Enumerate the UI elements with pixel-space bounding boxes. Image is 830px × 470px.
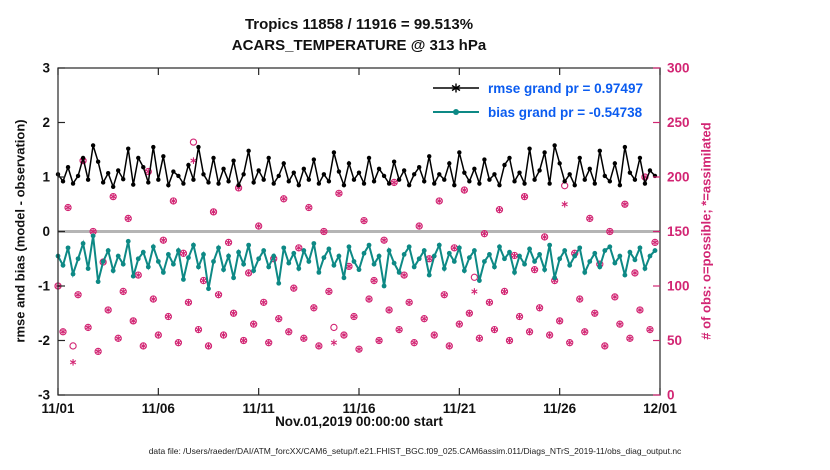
legend: rmse grand pr = 0.97497 bias grand pr = … — [432, 76, 643, 124]
svg-text:150: 150 — [667, 224, 690, 239]
legend-entry-bias: bias grand pr = -0.54738 — [432, 100, 643, 124]
bias-line-swatch — [433, 109, 479, 115]
svg-text:-2: -2 — [38, 333, 50, 348]
svg-text:11/21: 11/21 — [443, 401, 477, 416]
legend-entry-rmse: rmse grand pr = 0.97497 — [432, 76, 643, 100]
svg-text:11/16: 11/16 — [342, 401, 376, 416]
svg-text:-1: -1 — [38, 279, 50, 294]
svg-text:11/06: 11/06 — [142, 401, 176, 416]
svg-text:-3: -3 — [38, 388, 50, 403]
svg-text:3: 3 — [42, 61, 50, 76]
x-axis-label: Nov.01,2019 00:00:00 start — [275, 414, 443, 429]
y-axis-label-left: rmse and bias (model - observation) — [12, 119, 28, 343]
obs-count-markers — [54, 138, 659, 366]
svg-text:12/01: 12/01 — [643, 401, 677, 416]
svg-text:2: 2 — [42, 115, 50, 130]
datafile-caption: data file: /Users/raeder/DAI/ATM_forcXX/… — [148, 446, 682, 456]
svg-text:250: 250 — [667, 115, 690, 130]
bias-series — [55, 233, 658, 292]
svg-text:50: 50 — [667, 333, 682, 348]
axes: 11/01 11/06 11/11 11/16 11/21 11/26 12/01 3 2 1 0 -… — [38, 61, 690, 417]
rmse-series — [55, 143, 658, 190]
svg-text:300: 300 — [667, 61, 690, 76]
legend-bias-label: bias grand pr = -0.54738 — [488, 104, 643, 120]
svg-text:200: 200 — [667, 170, 690, 185]
y-axis-label-right: # of obs: o=possible; *=assimilated — [698, 122, 714, 340]
title-line-1: Tropics 11858 / 11916 = 99.513% — [244, 16, 474, 33]
svg-text:100: 100 — [667, 279, 690, 294]
svg-text:0: 0 — [667, 388, 675, 403]
rmse-line-swatch — [433, 83, 479, 93]
svg-text:11/11: 11/11 — [243, 401, 276, 416]
legend-rmse-label: rmse grand pr = 0.97497 — [488, 80, 643, 96]
svg-text:11/01: 11/01 — [41, 401, 75, 416]
svg-text:1: 1 — [42, 170, 50, 185]
svg-text:0: 0 — [42, 224, 50, 239]
title-line-2: ACARS_TEMPERATURE @ 313 hPa — [231, 37, 487, 54]
svg-text:11/26: 11/26 — [543, 401, 577, 416]
chart-title: Tropics 11858 / 11916 = 99.513% ACARS_TE… — [58, 14, 660, 56]
